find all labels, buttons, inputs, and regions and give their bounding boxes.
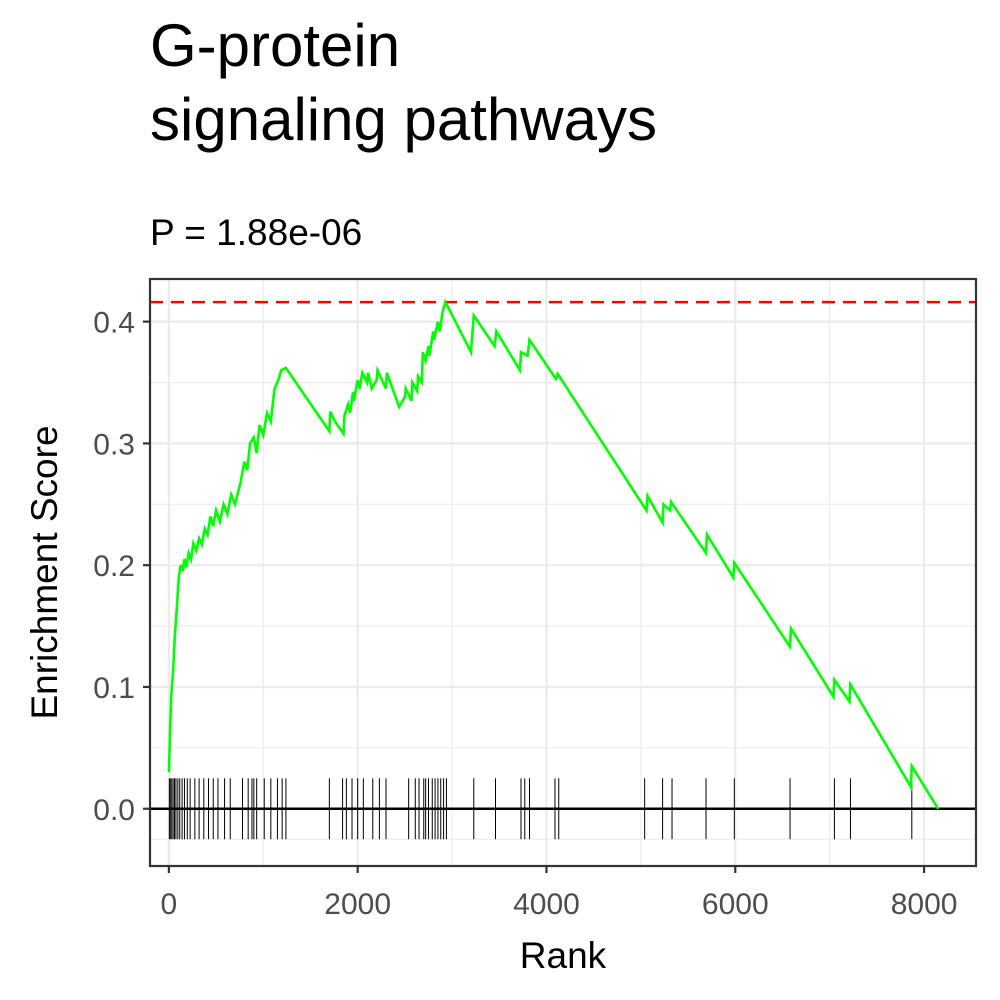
x-axis-label: Rank (520, 935, 607, 976)
y-tick-label: 0.2 (93, 550, 135, 583)
plot-panel-border (148, 277, 978, 868)
series-line-enrichment-score (167, 298, 940, 810)
axes: 0 2000 4000 6000 8000 0.0 0.1 0.2 0.3 0.4 (93, 307, 957, 921)
y-tick-label: 0.4 (93, 307, 135, 340)
chart-title-line-1: G-protein (150, 12, 401, 79)
y-tick-label: 0.1 (93, 672, 135, 705)
chart-title: G-protein signaling pathways (150, 14, 657, 152)
x-tick-label: 6000 (702, 888, 769, 921)
x-tick-label: 8000 (891, 888, 958, 921)
y-axis-label: Enrichment Score (24, 425, 65, 719)
chart-title-line-2: signaling pathways (150, 86, 657, 153)
grid-lines (150, 279, 976, 866)
x-tick-label: 2000 (324, 888, 391, 921)
y-tick-label: 0.0 (93, 794, 135, 827)
x-tick-label: 0 (161, 888, 178, 921)
chart-subtitle: P = 1.88e-06 (150, 212, 363, 253)
y-tick-label: 0.3 (93, 428, 135, 461)
x-tick-label: 4000 (513, 888, 580, 921)
